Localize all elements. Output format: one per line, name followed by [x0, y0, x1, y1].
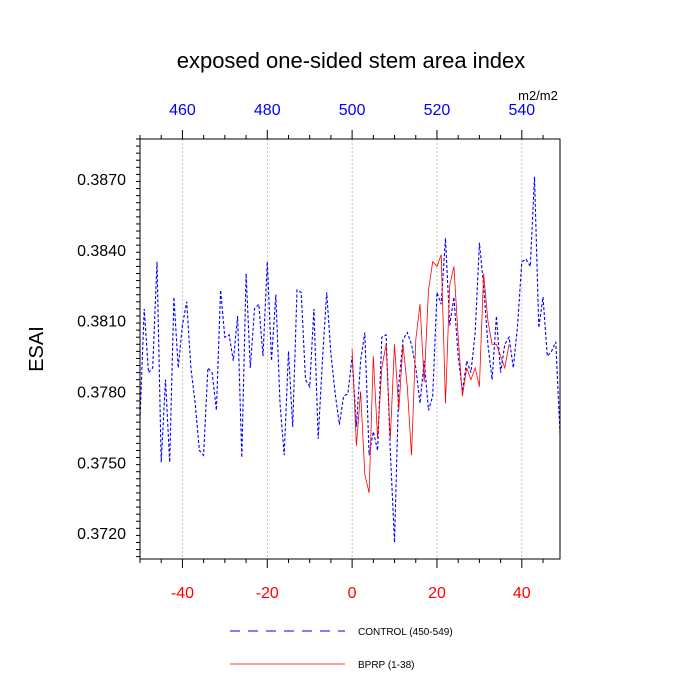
y-tick-label: 0.3840: [77, 243, 126, 260]
chart-title: exposed one-sided stem area index: [177, 48, 526, 73]
x-top-tick-label: 500: [339, 102, 366, 119]
x-top-tick-label: 540: [508, 102, 535, 119]
plot-frame: [139, 138, 561, 560]
axis-ticks: [136, 130, 544, 568]
series-line-bprp: [351, 254, 510, 493]
legend-label-control: CONTROL (450-549): [358, 627, 453, 638]
series-lines: [139, 176, 561, 543]
legend-label-bprp: BPRP (1-38): [358, 660, 415, 671]
y-tick-label: 0.3720: [77, 526, 126, 543]
y-axis-label: ESAI: [26, 326, 48, 372]
legend: CONTROL (450-549) BPRP (1-38): [230, 627, 453, 671]
x-top-tick-label: 460: [169, 102, 196, 119]
x-bottom-tick-label: -40: [171, 585, 194, 602]
x-bottom-tick-label: 40: [513, 585, 531, 602]
units-label: m2/m2: [518, 88, 558, 103]
y-tick-label: 0.3780: [77, 384, 126, 401]
series-line-control: [139, 176, 561, 543]
y-tick-label: 0.3870: [77, 172, 126, 189]
x-bottom-tick-label: -20: [256, 585, 279, 602]
x-bottom-tick-label: 0: [348, 585, 357, 602]
y-tick-label: 0.3810: [77, 314, 126, 331]
x-bottom-tick-label: 20: [428, 585, 446, 602]
y-tick-label: 0.3750: [77, 455, 126, 472]
tick-labels: 0.3720 0.3750 0.3780 0.3810 0.3840 0.3870 -40 -…: [77, 102, 535, 602]
x-top-tick-label: 520: [424, 102, 451, 119]
x-top-tick-label: 480: [254, 102, 281, 119]
